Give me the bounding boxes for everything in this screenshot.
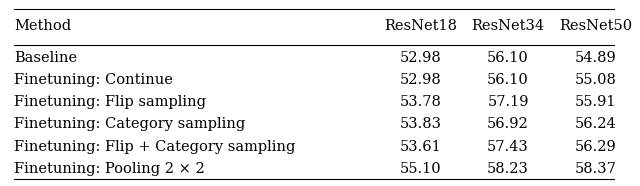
- Text: Baseline: Baseline: [14, 51, 77, 65]
- Text: 57.19: 57.19: [487, 95, 529, 109]
- Text: 53.61: 53.61: [399, 140, 442, 154]
- Text: Finetuning: Flip + Category sampling: Finetuning: Flip + Category sampling: [14, 140, 295, 154]
- Text: 58.23: 58.23: [487, 162, 529, 176]
- Text: 52.98: 52.98: [399, 73, 442, 87]
- Text: 55.08: 55.08: [575, 73, 616, 87]
- Text: ResNet18: ResNet18: [384, 19, 457, 33]
- Text: 58.37: 58.37: [575, 162, 616, 176]
- Text: Method: Method: [14, 19, 71, 33]
- Text: ResNet34: ResNet34: [472, 19, 545, 33]
- Text: 52.98: 52.98: [399, 51, 442, 65]
- Text: 56.10: 56.10: [487, 73, 529, 87]
- Text: 55.10: 55.10: [399, 162, 441, 176]
- Text: 53.78: 53.78: [399, 95, 442, 109]
- Text: Finetuning: Category sampling: Finetuning: Category sampling: [14, 118, 245, 132]
- Text: 54.89: 54.89: [575, 51, 616, 65]
- Text: 56.24: 56.24: [575, 118, 616, 132]
- Text: Finetuning: Flip sampling: Finetuning: Flip sampling: [14, 95, 206, 109]
- Text: Finetuning: Continue: Finetuning: Continue: [14, 73, 173, 87]
- Text: Finetuning: Pooling 2 × 2: Finetuning: Pooling 2 × 2: [14, 162, 205, 176]
- Text: 55.91: 55.91: [575, 95, 616, 109]
- Text: 56.10: 56.10: [487, 51, 529, 65]
- Text: 53.83: 53.83: [399, 118, 442, 132]
- Text: ResNet50: ResNet50: [559, 19, 632, 33]
- Text: 57.43: 57.43: [487, 140, 529, 154]
- Text: 56.29: 56.29: [575, 140, 616, 154]
- Text: 56.92: 56.92: [487, 118, 529, 132]
